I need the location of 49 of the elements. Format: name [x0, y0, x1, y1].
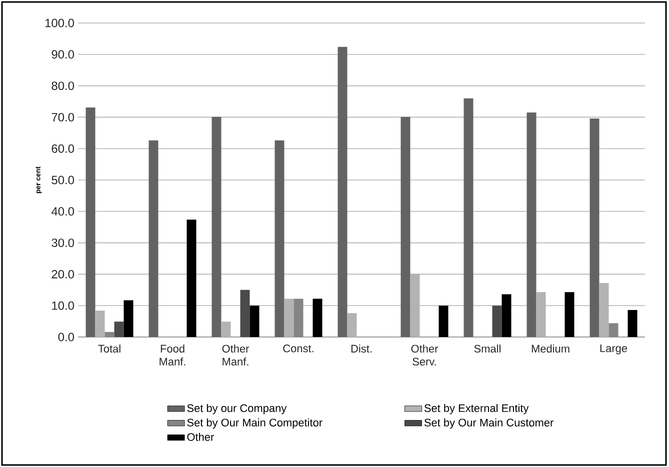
y-tick-label: 30.0: [52, 238, 74, 248]
bar: [114, 322, 124, 337]
x-tick-label: Total: [98, 344, 120, 353]
y-tick-label: 80.0: [52, 82, 74, 90]
y-tick-label: 40.0: [51, 207, 74, 216]
x-tick-label: Const.: [283, 344, 314, 352]
bar: [312, 298, 322, 337]
bar: [590, 118, 600, 337]
y-tick-label: 70.0: [52, 112, 74, 122]
x-tick-label: Large: [600, 344, 628, 354]
y-tick-label: 50.0: [52, 176, 74, 184]
y-tick-label: 60.0: [52, 144, 74, 153]
x-tick-label: Other Manf.: [222, 344, 250, 366]
y-tick-label: 100.0: [45, 18, 74, 28]
bar: [124, 300, 134, 337]
bar: [438, 306, 448, 337]
legend-label: Set by our Company: [187, 404, 287, 414]
x-tick-label: Dist.: [351, 344, 372, 353]
bar: [148, 140, 158, 337]
bar: [186, 220, 196, 337]
bar: [464, 98, 474, 337]
bar: [347, 313, 357, 337]
y-tick-label: 90.0: [52, 50, 74, 59]
x-tick-label: Medium: [532, 344, 570, 353]
bar: [284, 298, 294, 337]
bar: [400, 116, 410, 337]
bar: [502, 294, 512, 337]
bar: [240, 290, 250, 337]
bar: [250, 306, 260, 337]
legend-label: Set by Our Main Customer: [424, 418, 554, 429]
x-tick-label: Food Manf.: [160, 344, 186, 366]
bar: [95, 310, 105, 337]
bar: [338, 46, 348, 337]
x-tick-label: Small: [474, 344, 500, 353]
y-tick-label: 0.0: [58, 332, 74, 342]
legend-label: Set by Our Main Competitor: [187, 418, 322, 429]
bar: [274, 140, 284, 337]
bar: [212, 116, 222, 337]
bar: [564, 292, 574, 337]
bar: [628, 310, 638, 337]
x-tick-label: Other Serv.: [411, 344, 438, 366]
legend-label: Other: [187, 432, 214, 441]
y-tick-label: 20.0: [52, 270, 74, 278]
bar: [221, 322, 231, 337]
bar: [492, 306, 502, 337]
y-tick-label: 10.0: [52, 301, 74, 310]
bar: [526, 112, 536, 337]
legend-label: Set by External Entity: [424, 404, 529, 414]
bar: [86, 107, 96, 337]
